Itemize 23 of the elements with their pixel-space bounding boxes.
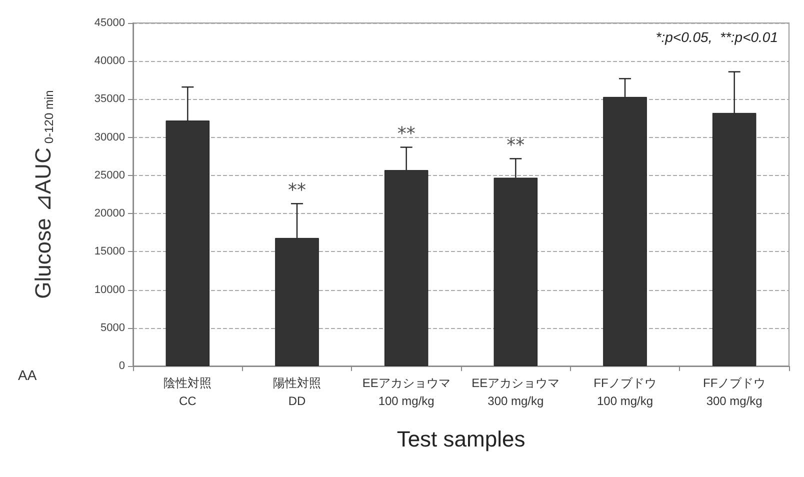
y-tick-label: 10000 (94, 284, 125, 296)
y-tick-label: 45000 (94, 17, 125, 29)
y-tick-label: 0 (118, 360, 125, 372)
annotation: ** (506, 135, 525, 156)
annotation: ** (288, 180, 306, 202)
y-tick-label: 35000 (94, 93, 125, 106)
text: AA (18, 367, 38, 383)
x-tick-label: FFノブドウ 300 mg/kg (702, 376, 766, 408)
annotation: *:p<0.05, **:p<0.01 (656, 29, 778, 45)
y-tick-label: 15000 (94, 246, 125, 258)
y-tick-label: 20000 (94, 208, 125, 220)
y-tick-label: 30000 (94, 131, 125, 144)
y-tick-label: 25000 (94, 169, 125, 182)
x-tick-label: FFノブドウ 100 mg/kg (594, 376, 656, 408)
x-tick-label: EEアカショウマ 100 mg/kg (362, 376, 450, 408)
y-axis-title: Glucose ⊿AUC0-120 min (30, 90, 56, 299)
annotation: ** (397, 124, 416, 145)
x-tick-label: EEアカショウマ 300 mg/kg (472, 376, 560, 408)
x-tick-label: 陽性対照 DD (273, 376, 321, 408)
x-tick-label: 陰性対照 CC (164, 376, 212, 408)
y-tick-label: 40000 (94, 55, 125, 68)
y-tick-label: 5000 (100, 322, 125, 334)
x-axis-title: Test samples (396, 426, 526, 452)
